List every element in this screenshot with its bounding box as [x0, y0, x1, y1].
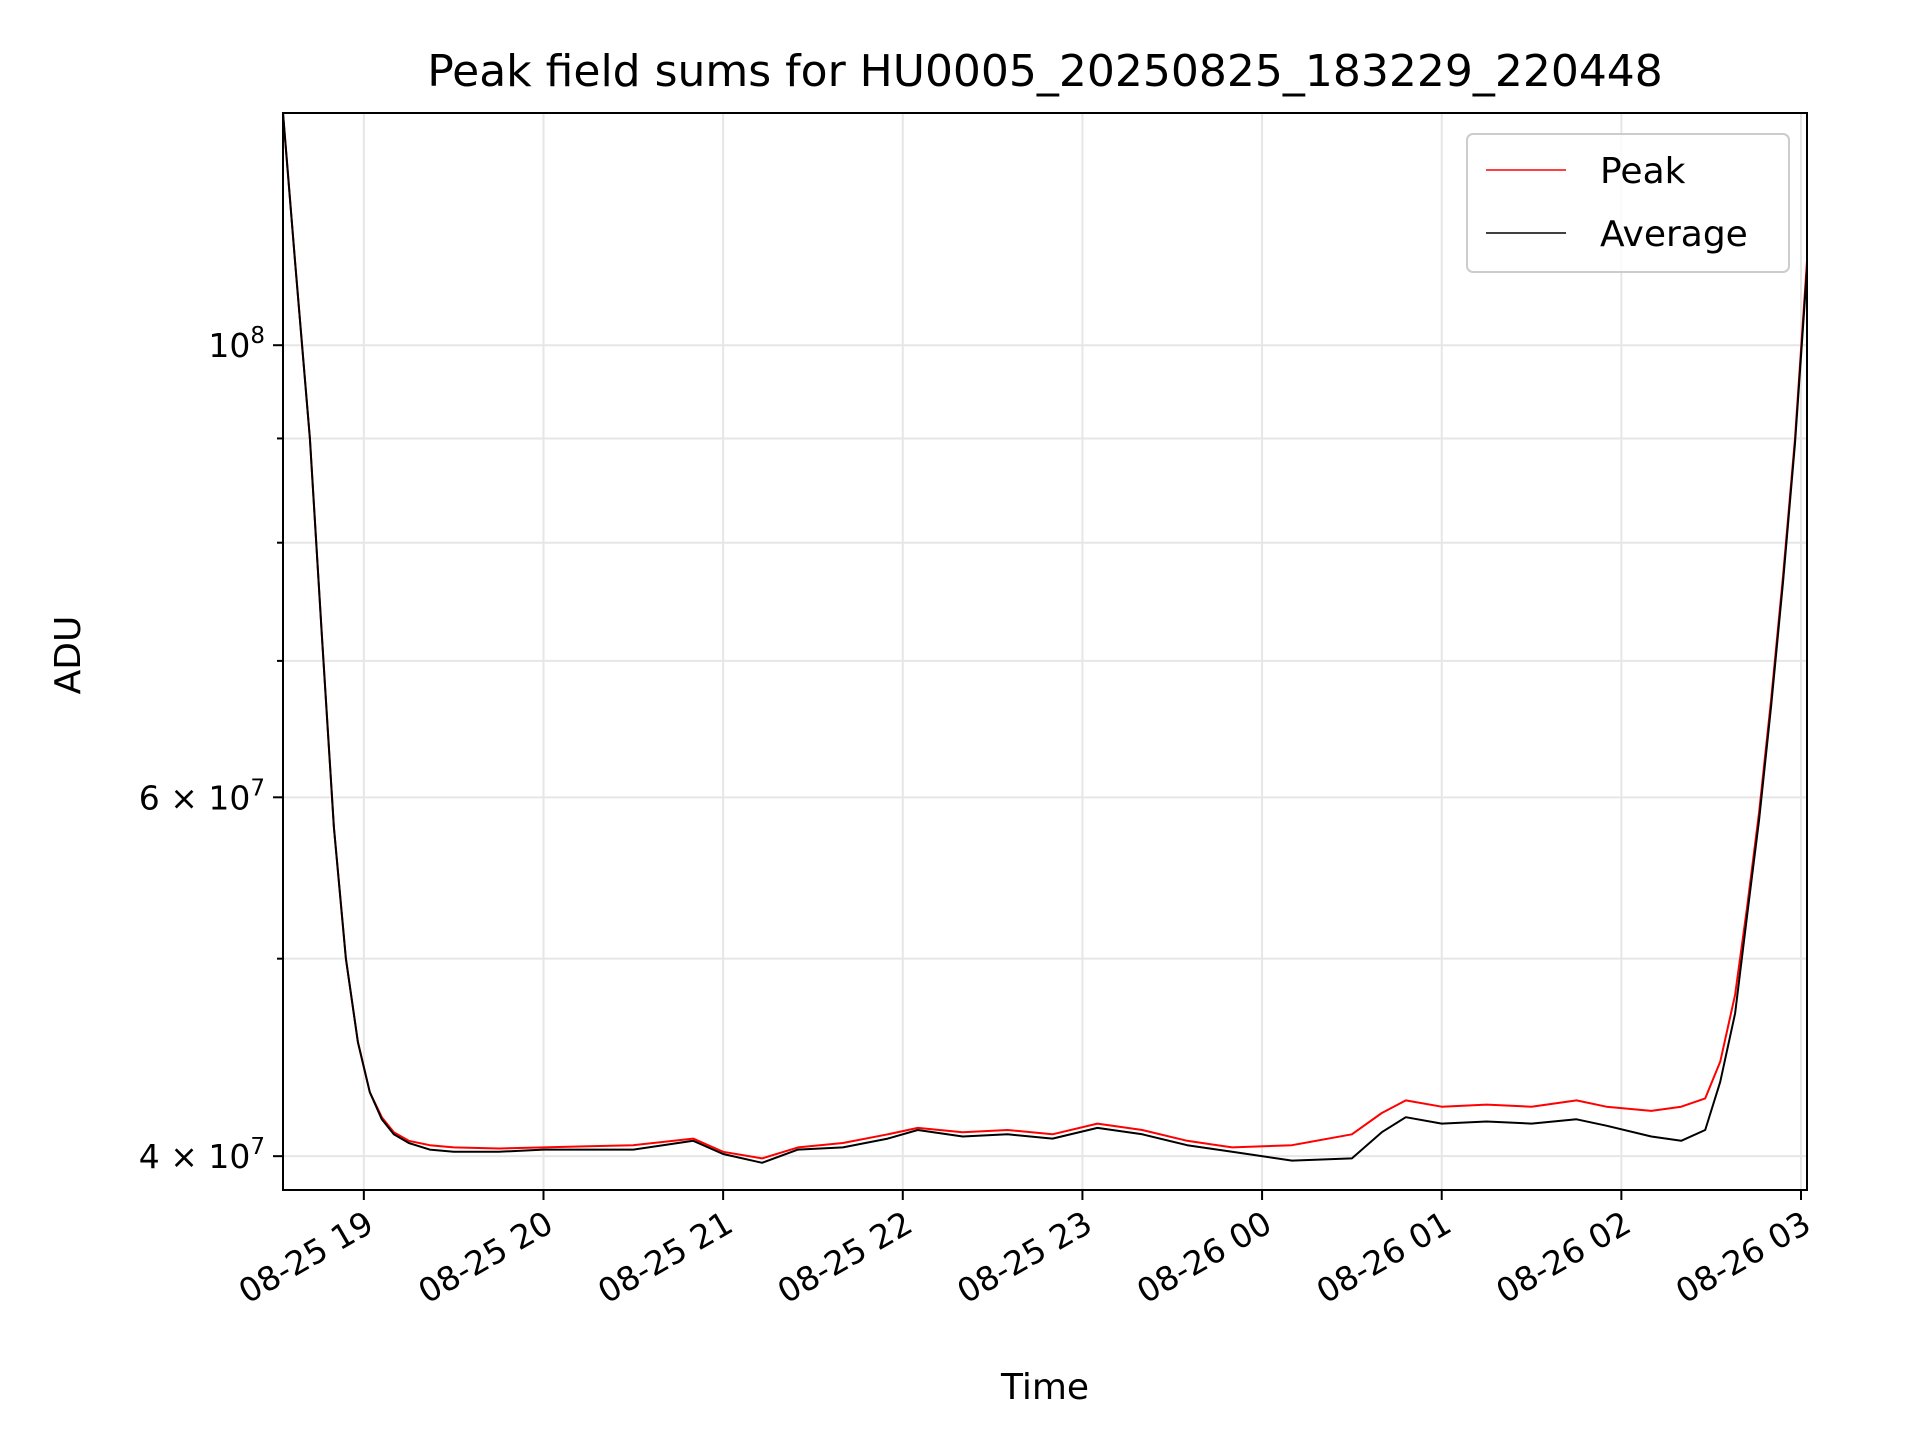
series-line-average	[283, 113, 1807, 1164]
x-axis-label: Time	[1000, 1367, 1089, 1408]
y-tick-label: 108	[208, 323, 265, 365]
y-axis-label: ADU	[48, 616, 89, 695]
legend-label-average: Average	[1600, 214, 1748, 255]
plot-frame	[282, 112, 1808, 1191]
legend-label-peak: Peak	[1600, 151, 1686, 192]
chart-title: Peak field sums for HU0005_20250825_1832…	[427, 46, 1663, 97]
series-line-peak	[283, 113, 1807, 1160]
legend-box	[1466, 133, 1790, 273]
y-tick-label: 6 × 107	[139, 775, 265, 817]
series-layer	[283, 113, 1807, 1164]
y-tick-label: 4 × 107	[139, 1134, 265, 1176]
y-axis: 4 × 107 6 × 107 108	[139, 323, 283, 1176]
legend: Peak Average	[1466, 133, 1790, 273]
grid-lines	[283, 113, 1807, 1190]
